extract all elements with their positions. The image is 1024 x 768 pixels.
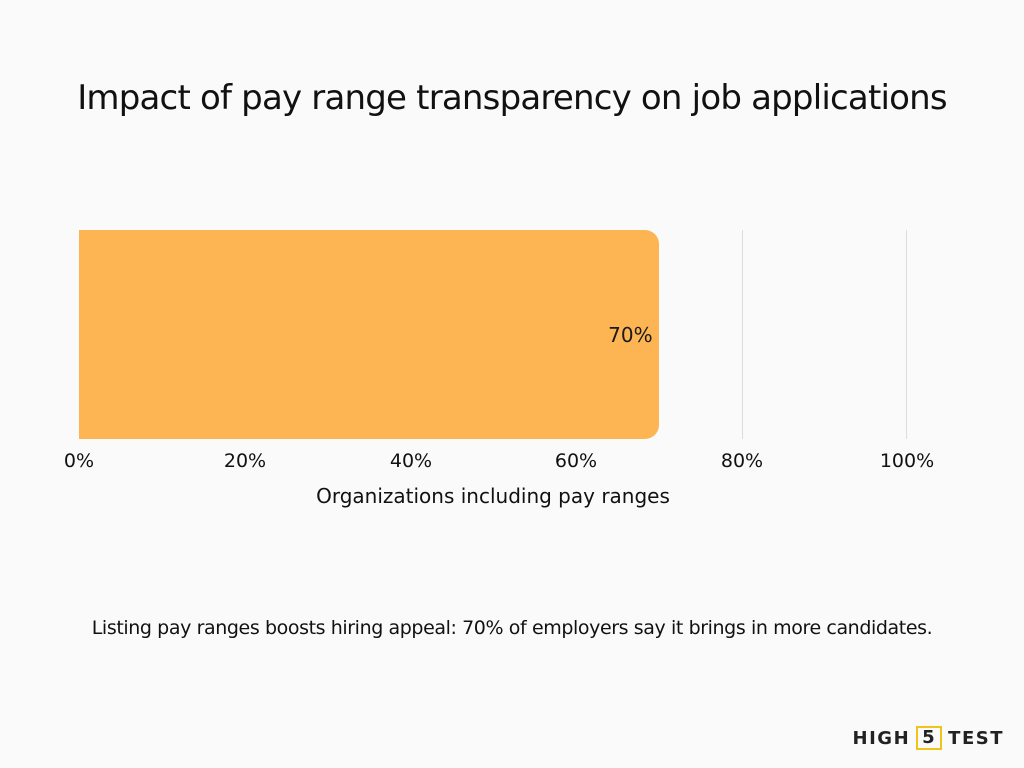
gridline-80 xyxy=(742,230,743,439)
logo-text-left: HIGH xyxy=(852,727,911,749)
x-tick-80: 80% xyxy=(720,450,764,472)
plot-area: 70% xyxy=(79,230,907,439)
logo-text-right: TEST xyxy=(948,727,1004,749)
brand-logo: HIGH 5 TEST xyxy=(853,726,1004,750)
logo-badge: 5 xyxy=(916,726,943,750)
bar: 70% xyxy=(79,230,659,439)
x-tick-0: 0% xyxy=(63,450,95,472)
gridline-100 xyxy=(906,230,907,439)
bar-value-label: 70% xyxy=(608,322,653,347)
chart-title: Impact of pay range transparency on job … xyxy=(77,78,947,118)
caption: Listing pay ranges boosts hiring appeal:… xyxy=(91,617,933,639)
x-tick-20: 20% xyxy=(223,450,267,472)
x-axis-label: Organizations including pay ranges xyxy=(316,484,670,508)
x-tick-100: 100% xyxy=(879,450,935,472)
x-tick-60: 60% xyxy=(554,450,598,472)
x-tick-40: 40% xyxy=(389,450,433,472)
